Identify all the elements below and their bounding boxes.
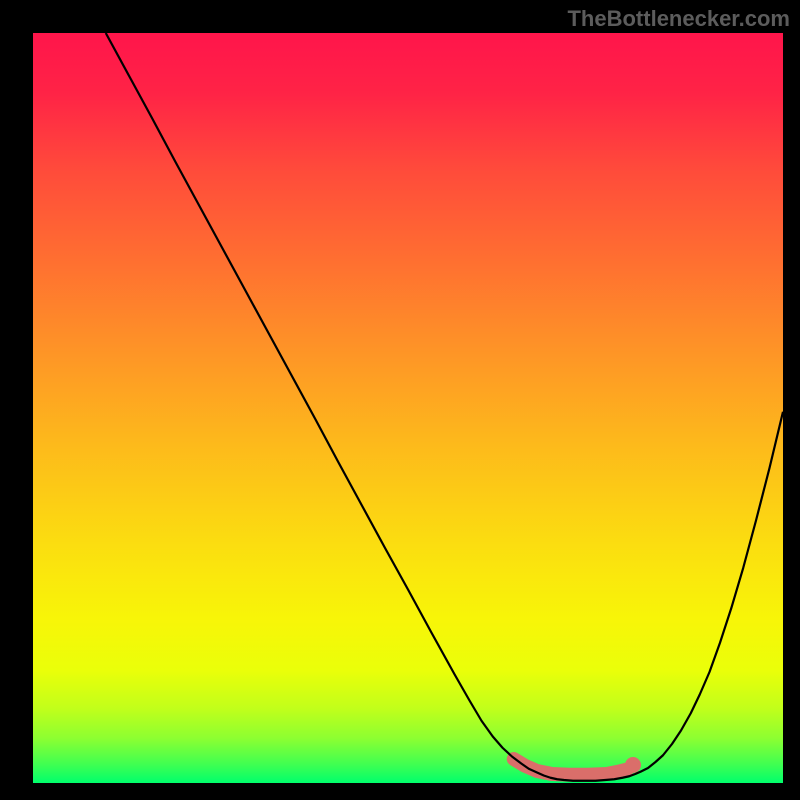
chart-svg-overlay [33,33,783,783]
chart-accent-dot [625,757,641,773]
watermark-text: TheBottlenecker.com [567,6,790,32]
chart-accent-segment [514,759,627,775]
chart-plot-area [33,33,783,783]
chart-main-curve [106,33,783,781]
